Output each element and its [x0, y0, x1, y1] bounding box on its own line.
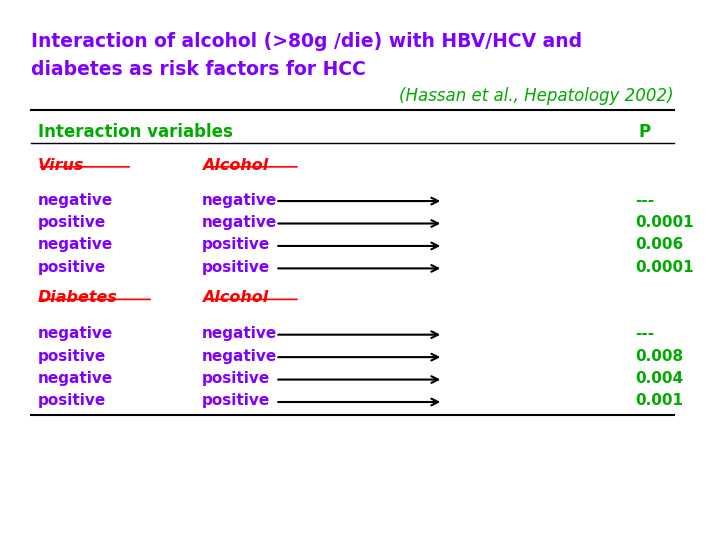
Text: diabetes as risk factors for HCC: diabetes as risk factors for HCC — [31, 60, 366, 79]
Text: negative: negative — [202, 326, 277, 341]
Text: Interaction variables: Interaction variables — [37, 123, 233, 141]
Text: P: P — [639, 123, 651, 141]
Text: 0.0001: 0.0001 — [635, 215, 694, 230]
Text: negative: negative — [202, 192, 277, 207]
Text: negative: negative — [202, 348, 277, 363]
Text: 0.0001: 0.0001 — [635, 260, 694, 275]
Text: (Hassan et al., Hepatology 2002): (Hassan et al., Hepatology 2002) — [399, 87, 674, 105]
Text: 0.001: 0.001 — [635, 394, 683, 408]
Text: negative: negative — [202, 215, 277, 230]
Text: Diabetes: Diabetes — [37, 291, 117, 305]
Text: Virus: Virus — [37, 158, 84, 173]
Text: Alcohol: Alcohol — [202, 158, 269, 173]
Text: positive: positive — [202, 260, 270, 275]
Text: positive: positive — [37, 394, 106, 408]
Text: negative: negative — [37, 192, 113, 207]
Text: 0.006: 0.006 — [635, 238, 683, 252]
Text: Interaction of alcohol (>80g /die) with HBV/HCV and: Interaction of alcohol (>80g /die) with … — [31, 32, 582, 51]
Text: positive: positive — [37, 348, 106, 363]
Text: positive: positive — [202, 394, 270, 408]
Text: negative: negative — [37, 326, 113, 341]
Text: positive: positive — [37, 215, 106, 230]
Text: negative: negative — [37, 238, 113, 252]
Text: Alcohol: Alcohol — [202, 291, 269, 305]
Text: 0.008: 0.008 — [635, 348, 683, 363]
Text: ---: --- — [635, 192, 654, 207]
Text: ---: --- — [635, 326, 654, 341]
Text: positive: positive — [202, 238, 270, 252]
Text: positive: positive — [202, 371, 270, 386]
Text: positive: positive — [37, 260, 106, 275]
Text: negative: negative — [37, 371, 113, 386]
Text: 0.004: 0.004 — [635, 371, 683, 386]
